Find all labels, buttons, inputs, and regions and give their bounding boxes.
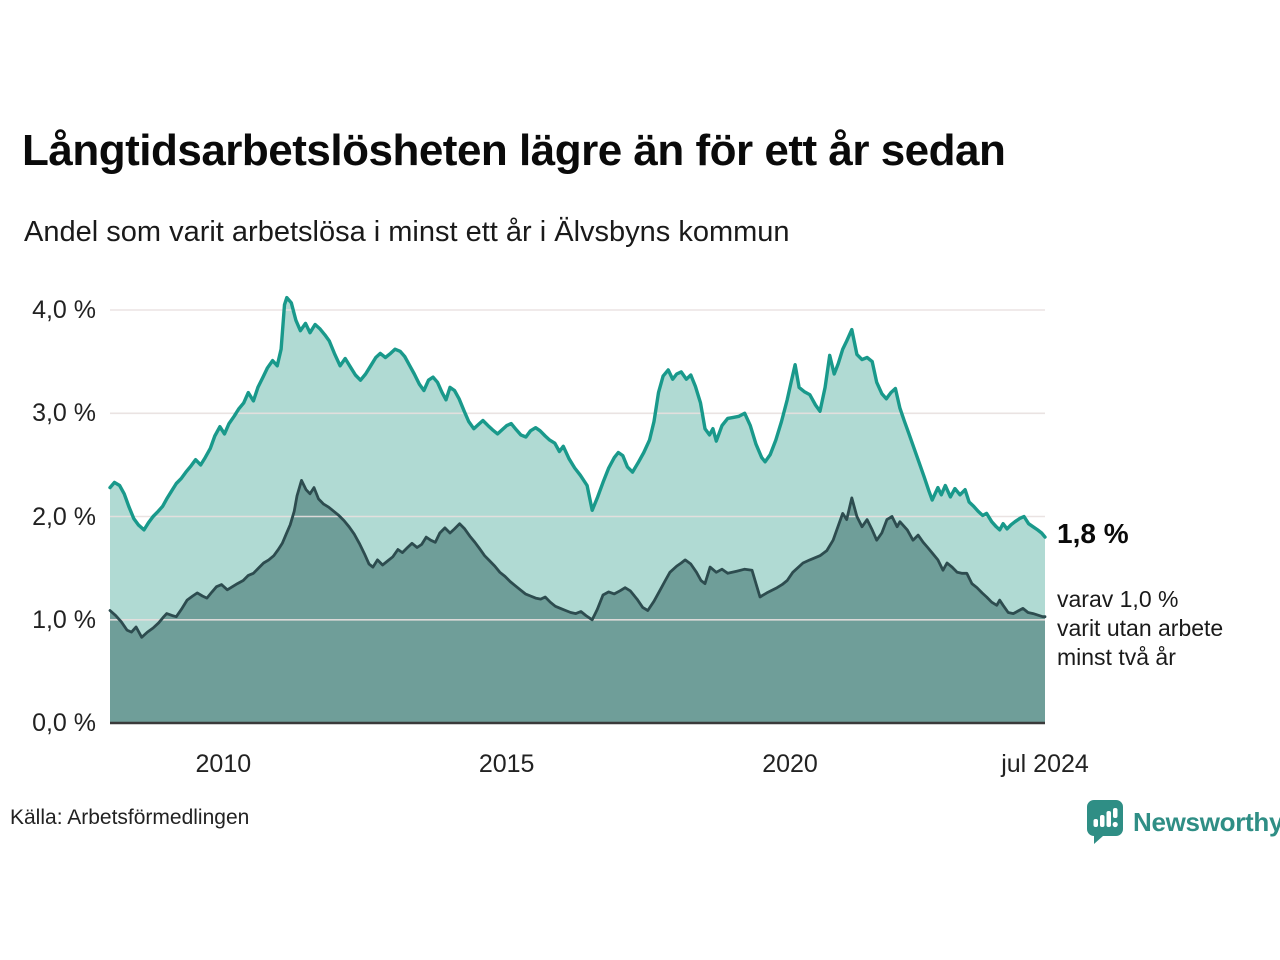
series-area-1 <box>110 480 1045 723</box>
y-axis-label: 1,0 % <box>32 605 96 634</box>
x-axis-label: jul 2024 <box>1001 750 1089 778</box>
series-line-1 <box>108 479 1047 639</box>
source-caption: Källa: Arbetsförmedlingen <box>10 806 250 829</box>
x-axis-label: 2010 <box>195 750 252 778</box>
annotation-note-line: varav 1,0 % <box>1057 586 1179 612</box>
annotation-note: varav 1,0 % varit utan arbete minst två … <box>1057 585 1223 672</box>
annotation-note-line: varit utan arbete <box>1057 615 1224 641</box>
newsworthy-icon <box>1087 800 1123 844</box>
y-axis-label: 3,0 % <box>32 399 96 428</box>
y-axis-label: 4,0 % <box>32 296 96 324</box>
chart-subtitle: Andel som varit arbetslösa i minst ett å… <box>24 216 790 248</box>
x-axis-label: 2015 <box>478 750 535 778</box>
latest-value-label: 1,8 % <box>1057 518 1129 549</box>
series-line-0 <box>108 295 1047 539</box>
annotation-note-line: minst två år <box>1057 644 1176 670</box>
page-title: Långtidsarbetslösheten lägre än för ett … <box>22 126 1006 175</box>
y-axis-label: 2,0 % <box>32 502 96 531</box>
x-axis-label: 2020 <box>762 750 818 778</box>
newsworthy-logo: Newsworthy <box>1086 799 1280 845</box>
y-axis-label: 0,0 % <box>32 709 96 737</box>
brand-name: Newsworthy <box>1133 806 1280 837</box>
